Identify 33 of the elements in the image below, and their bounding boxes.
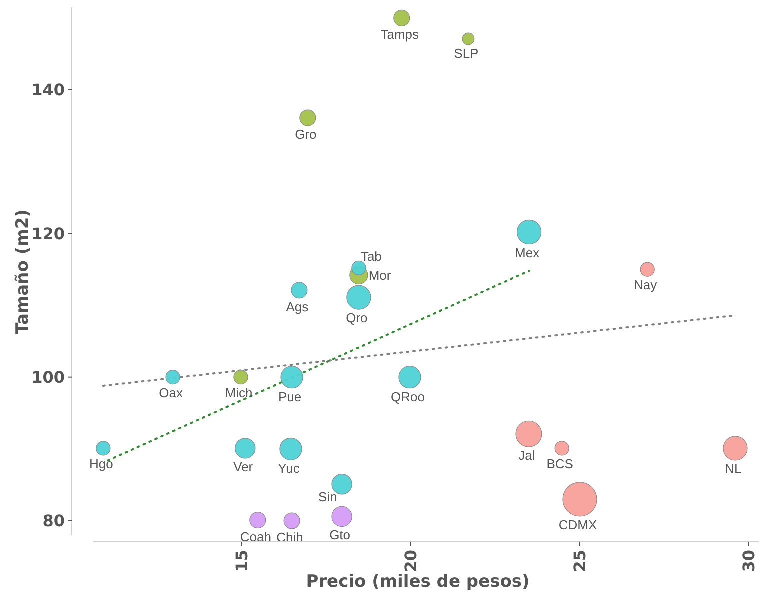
data-label: Qro xyxy=(346,310,368,326)
data-label: Pue xyxy=(278,389,302,404)
data-label: Mor xyxy=(368,268,392,283)
data-label: Mich xyxy=(225,385,253,400)
x-tick-label: 25 xyxy=(570,550,590,572)
data-label: Tamps xyxy=(380,27,420,42)
x-tick-label: 30 xyxy=(740,550,759,572)
data-label: Gto xyxy=(330,528,351,543)
x-tick-label: 20 xyxy=(402,550,421,572)
data-label: Hgo xyxy=(89,456,114,472)
data-label: SLP xyxy=(454,46,479,61)
data-label: CDMX xyxy=(558,517,598,532)
data-label: Jal xyxy=(518,448,536,464)
data-label: QRoo xyxy=(391,389,425,404)
y-tick-label: 140 xyxy=(32,80,65,100)
data-label: Mex xyxy=(515,245,540,260)
x-tick-label: 15 xyxy=(232,550,252,572)
y-tick-label: 100 xyxy=(32,368,65,387)
data-label: Yuc xyxy=(278,461,300,476)
y-axis-title: Tamaño (m2) xyxy=(13,210,33,334)
data-label: Coah xyxy=(240,529,272,544)
data-label: Ags xyxy=(286,299,310,314)
x-axis-title: Precio (miles de pesos) xyxy=(306,572,530,592)
data-label: BCS xyxy=(546,456,574,472)
y-tick-label: 80 xyxy=(42,512,65,531)
data-label: Tab xyxy=(360,249,382,264)
data-label: Sin xyxy=(318,489,338,504)
y-tick-label: 120 xyxy=(32,224,65,244)
data-label: Ver xyxy=(234,460,254,475)
data-label: Nay xyxy=(634,278,658,293)
data-label: Oax xyxy=(159,385,184,400)
data-label: Gro xyxy=(295,126,317,142)
data-label: NL xyxy=(725,461,742,476)
